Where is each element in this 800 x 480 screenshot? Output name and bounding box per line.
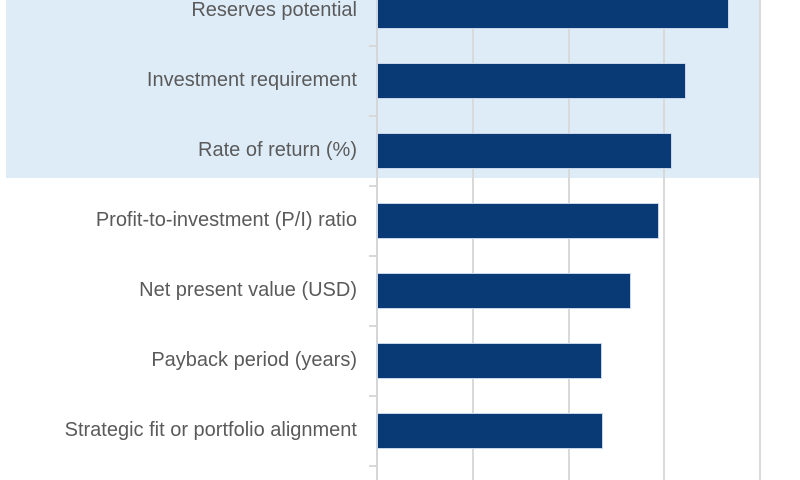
axis-tick xyxy=(369,464,377,467)
category-label: Investment requirement xyxy=(146,69,357,91)
category-label: Payback period (years) xyxy=(151,349,357,371)
axis-tick xyxy=(369,184,377,187)
category-label: Profit-to-investment (P/I) ratio xyxy=(95,209,357,231)
bar xyxy=(377,412,603,449)
bar xyxy=(377,132,672,169)
bar xyxy=(377,0,729,29)
gridline xyxy=(471,0,474,480)
axis-tick xyxy=(369,324,377,327)
category-label: Rate of return (%) xyxy=(198,139,357,161)
category-label: Net present value (USD) xyxy=(139,279,357,301)
category-label: Strategic fit or portfolio alignment xyxy=(64,419,357,441)
axis-tick xyxy=(369,254,377,257)
category-label: Reserves potential xyxy=(191,0,357,21)
gridline xyxy=(759,0,761,480)
axis-tick xyxy=(369,114,377,117)
gridline xyxy=(663,0,666,480)
bar xyxy=(377,202,659,239)
bar xyxy=(377,62,686,99)
bar xyxy=(377,342,602,379)
axis-tick xyxy=(369,44,377,47)
category-axis-line xyxy=(376,0,378,480)
gridline xyxy=(567,0,570,480)
bar xyxy=(377,272,631,309)
axis-tick xyxy=(369,394,377,397)
